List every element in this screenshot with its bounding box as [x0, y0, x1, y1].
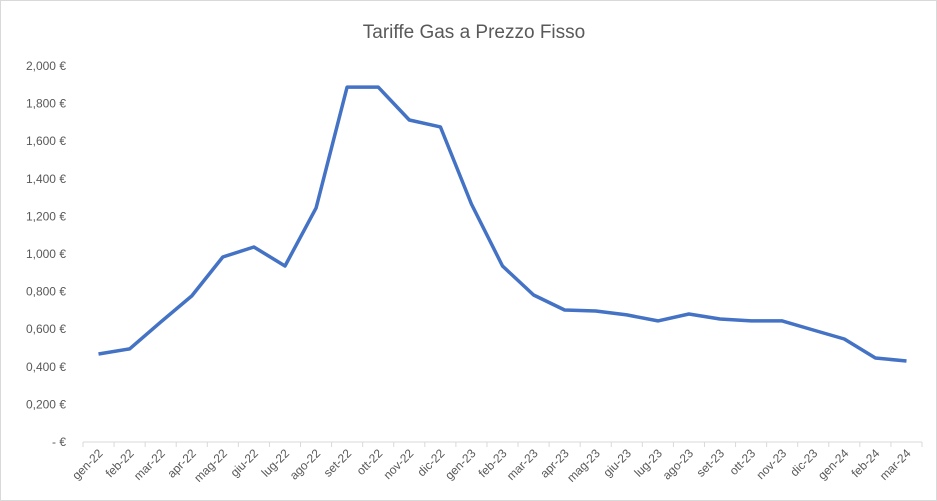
x-tick-label: lug-22 [259, 446, 293, 480]
x-tick-label: giu-23 [600, 446, 634, 480]
x-tick-label: nov-22 [381, 446, 417, 482]
x-tick-label: ago-23 [660, 446, 697, 483]
y-tick-label: 0,400 € [26, 360, 66, 374]
x-tick-label: mar-23 [504, 446, 541, 483]
x-tick-label: mar-24 [877, 446, 914, 483]
x-tick-label: set-23 [694, 446, 728, 480]
x-tick-label: set-22 [321, 446, 355, 480]
x-tick-label: mar-22 [131, 446, 168, 483]
y-tick-label: - € [52, 435, 66, 449]
x-tick-label: nov-23 [753, 446, 789, 482]
x-tick-label: gen-24 [815, 446, 852, 483]
x-tick-label: mag-22 [191, 446, 230, 485]
x-tick-label: giu-22 [228, 446, 262, 480]
x-tick-label: gen-23 [442, 446, 479, 483]
y-tick-label: 2,000 € [26, 59, 66, 73]
y-tick-label: 0,800 € [26, 285, 66, 299]
y-tick-label: 1,400 € [26, 172, 66, 186]
y-tick-label: 1,800 € [26, 97, 66, 111]
series-line [98, 85, 907, 363]
x-tick-label: lug-23 [632, 446, 666, 480]
x-tick-label: ago-22 [287, 446, 324, 483]
y-tick-label: 1,200 € [26, 209, 66, 223]
y-tick-label: 0,200 € [26, 397, 66, 411]
y-tick-label: 1,600 € [26, 134, 66, 148]
y-tick-label: 0,600 € [26, 322, 66, 336]
y-tick-label: 1,000 € [26, 247, 66, 261]
x-tick-label: mag-23 [564, 446, 603, 485]
chart-title: Tariffe Gas a Prezzo Fisso [363, 22, 585, 43]
x-tick-label: gen-22 [69, 446, 106, 483]
